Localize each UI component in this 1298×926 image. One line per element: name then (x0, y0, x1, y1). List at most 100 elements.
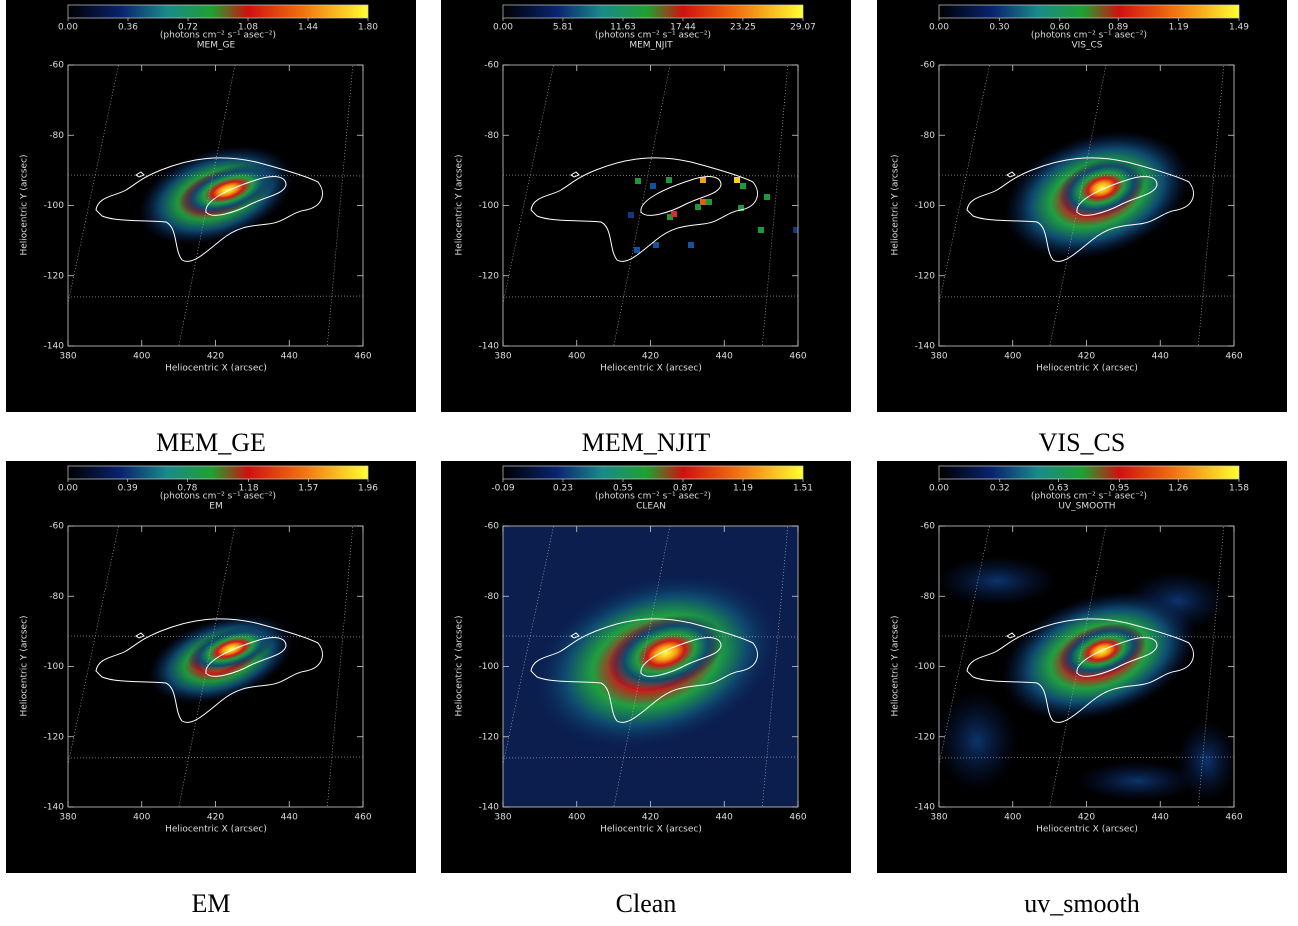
y-axis-label: Heliocentric Y (arcsec) (20, 615, 30, 716)
y-tick-label: -140 (44, 342, 65, 352)
colorbar-tick-label: 0.32 (990, 484, 1010, 494)
emission-pixel (764, 194, 770, 200)
colorbar-tick-label: 0.30 (989, 23, 1009, 33)
y-axis-label: Heliocentric Y (arcsec) (20, 154, 30, 255)
y-tick-label: -100 (44, 201, 65, 211)
colorbar-tick-label: -0.09 (491, 484, 515, 494)
y-tick-label: -100 (915, 662, 936, 672)
colorbar-tick-label: 1.19 (1169, 23, 1189, 33)
haze (1077, 761, 1197, 801)
y-tick-label: -120 (479, 732, 500, 742)
panel-title: EM (209, 502, 222, 512)
colorbar-tick-label: 0.00 (493, 23, 513, 33)
x-tick-label: 420 (642, 813, 659, 823)
colorbar-label: (photons cm⁻² s⁻¹ asec⁻²) (595, 31, 711, 41)
panel: -0.090.230.550.871.191.51(photons cm⁻² s… (441, 461, 851, 873)
emission-pixel (734, 177, 740, 183)
colorbar-tick-label: 5.81 (553, 23, 573, 33)
colorbar-label: (photons cm⁻² s⁻¹ asec⁻²) (1031, 31, 1147, 41)
panel: 0.000.390.781.181.571.96(photons cm⁻² s⁻… (6, 461, 416, 873)
y-tick-label: -140 (915, 803, 936, 813)
y-tick-label: -100 (915, 201, 936, 211)
y-tick-label: -80 (484, 592, 499, 602)
panel-title: MEM_GE (197, 41, 236, 51)
x-tick-label: 460 (354, 352, 371, 362)
x-tick-label: 440 (716, 813, 733, 823)
x-axis-label: Heliocentric X (arcsec) (165, 825, 267, 835)
colorbar-tick-label: 23.25 (730, 23, 756, 33)
colorbar-tick-label: 0.23 (553, 484, 573, 494)
y-tick-label: -60 (484, 61, 499, 71)
x-axis-label: Heliocentric X (arcsec) (1036, 825, 1138, 835)
x-tick-label: 400 (133, 813, 150, 823)
emission-pixel (740, 183, 746, 189)
y-tick-label: -80 (49, 131, 64, 141)
emission-pixel (635, 178, 641, 184)
emission-pixel (653, 242, 659, 248)
x-tick-label: 440 (1152, 352, 1169, 362)
x-tick-label: 440 (716, 352, 733, 362)
y-tick-label: -120 (44, 732, 65, 742)
caption: MEM_NJIT (582, 428, 711, 457)
y-tick-label: -120 (915, 732, 936, 742)
y-tick-label: -140 (44, 803, 65, 813)
x-tick-label: 380 (59, 352, 76, 362)
x-tick-label: 400 (568, 352, 585, 362)
emission-pixel (634, 247, 640, 253)
colorbar-label: (photons cm⁻² s⁻¹ asec⁻²) (160, 492, 276, 502)
y-tick-label: -60 (49, 522, 64, 532)
colorbar-tick-label: 0.39 (118, 484, 138, 494)
colorbar (503, 5, 803, 18)
caption: EM (192, 889, 231, 918)
caption: Clean (616, 889, 677, 918)
y-tick-label: -100 (479, 662, 500, 672)
y-axis-label: Heliocentric Y (arcsec) (891, 154, 901, 255)
figure: 0.000.360.721.081.441.80(photons cm⁻² s⁻… (0, 0, 1298, 921)
colorbar-tick-label: 0.36 (118, 23, 138, 33)
colorbar-tick-label: 0.00 (929, 23, 949, 33)
haze (937, 556, 1057, 606)
y-tick-label: -80 (920, 131, 935, 141)
emission-pixel (650, 183, 656, 189)
colorbar-tick-label: 29.07 (790, 23, 816, 33)
y-tick-label: -60 (484, 522, 499, 532)
y-tick-label: -80 (484, 131, 499, 141)
colorbar-tick-label: 1.57 (298, 484, 318, 494)
emission-pixel (700, 177, 706, 183)
y-tick-label: -100 (44, 662, 65, 672)
x-tick-label: 400 (568, 813, 585, 823)
y-axis-label: Heliocentric Y (arcsec) (455, 154, 465, 255)
caption: uv_smooth (1024, 889, 1140, 918)
image (491, 491, 806, 821)
panel: 0.000.360.721.081.441.80(photons cm⁻² s⁻… (6, 0, 416, 412)
colorbar (68, 466, 368, 479)
y-tick-label: -60 (920, 61, 935, 71)
x-tick-label: 460 (1225, 352, 1242, 362)
y-tick-label: -60 (49, 61, 64, 71)
x-tick-label: 420 (207, 813, 224, 823)
x-axis-label: Heliocentric X (arcsec) (600, 825, 702, 835)
x-tick-label: 380 (494, 813, 511, 823)
x-tick-label: 420 (207, 352, 224, 362)
x-tick-label: 380 (59, 813, 76, 823)
y-tick-label: -140 (479, 342, 500, 352)
x-tick-label: 380 (494, 352, 511, 362)
colorbar-label: (photons cm⁻² s⁻¹ asec⁻²) (160, 31, 276, 41)
colorbar-tick-label: 0.00 (58, 23, 78, 33)
y-tick-label: -140 (915, 342, 936, 352)
colorbar-label: (photons cm⁻² s⁻¹ asec⁻²) (1031, 492, 1147, 502)
x-tick-label: 400 (1004, 352, 1021, 362)
x-tick-label: 440 (281, 352, 298, 362)
y-axis-label: Heliocentric Y (arcsec) (891, 615, 901, 716)
colorbar-tick-label: 0.00 (58, 484, 78, 494)
colorbar-label: (photons cm⁻² s⁻¹ asec⁻²) (595, 492, 711, 502)
colorbar (68, 5, 368, 18)
colorbar-tick-label: 1.96 (358, 484, 378, 494)
colorbar (503, 466, 803, 479)
x-tick-label: 380 (930, 813, 947, 823)
x-tick-label: 440 (1152, 813, 1169, 823)
colorbar-tick-label: 1.51 (793, 484, 813, 494)
colorbar-tick-label: 1.26 (1168, 484, 1188, 494)
